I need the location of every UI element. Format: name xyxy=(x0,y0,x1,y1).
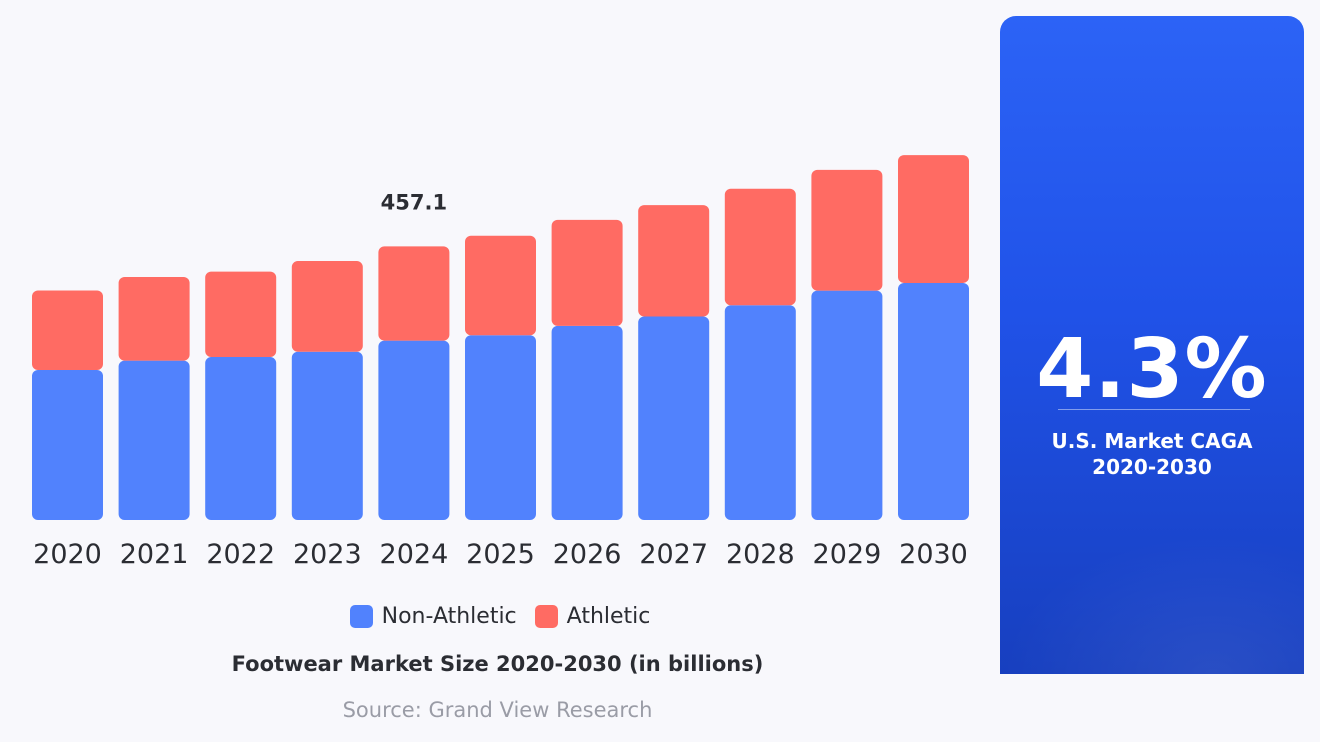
cagr-value: 4.3% xyxy=(1036,322,1268,417)
bar-athletic-2024 xyxy=(378,246,450,341)
x-tick-label-2021: 2021 xyxy=(120,539,189,570)
bar-non-athletic-2022 xyxy=(205,357,277,520)
x-tick-label-2029: 2029 xyxy=(813,539,882,570)
bar-non-athletic-2026 xyxy=(551,325,623,520)
legend-swatch-non-athletic xyxy=(349,605,373,628)
stacked-bar-chart: 2020 2021 2022 2023 2024 2025 2026 2027 2028 2029… xyxy=(32,155,969,570)
cagr-label-line1: U.S. Market CAGA xyxy=(1051,429,1253,453)
bar-non-athletic-2021 xyxy=(118,360,190,520)
legend-label-athletic: Athletic xyxy=(566,604,651,629)
x-tick-label-2020: 2020 xyxy=(33,539,102,570)
cagr-panel: 4.3% U.S. Market CAGA 2020-2030 xyxy=(1000,16,1304,674)
bar-non-athletic-2028 xyxy=(724,305,796,520)
x-tick-label-2028: 2028 xyxy=(726,539,795,570)
chart-title: Footwear Market Size 2020-2030 (in billi… xyxy=(231,652,764,676)
x-tick-label-2022: 2022 xyxy=(206,539,275,570)
legend-label-non-athletic: Non-Athletic xyxy=(381,604,517,629)
x-tick-label-2024: 2024 xyxy=(380,539,449,570)
bar-non-athletic-2027 xyxy=(638,316,710,520)
cagr-label-line2: 2020-2030 xyxy=(1092,455,1212,479)
bar-athletic-2029 xyxy=(811,169,883,291)
bar-non-athletic-2030 xyxy=(898,282,969,520)
x-tick-label-2025: 2025 xyxy=(466,539,535,570)
cagr-label: U.S. Market CAGA 2020-2030 xyxy=(1000,428,1304,480)
x-tick-label-2023: 2023 xyxy=(293,539,362,570)
bar-athletic-2030 xyxy=(898,155,969,283)
chart-source: Source: Grand View Research xyxy=(342,698,653,722)
bar-athletic-2027 xyxy=(638,205,710,317)
bar-athletic-2022 xyxy=(205,271,277,358)
data-label-2024: 457.1 xyxy=(381,190,447,214)
chart-legend: Non-Athletic Athletic xyxy=(0,604,1000,629)
legend-item-athletic: Athletic xyxy=(534,604,651,629)
x-tick-label-2026: 2026 xyxy=(553,539,622,570)
legend-item-non-athletic: Non-Athletic xyxy=(349,604,517,629)
bar-athletic-2023 xyxy=(291,261,363,352)
legend-swatch-athletic xyxy=(534,605,558,628)
bar-athletic-2025 xyxy=(465,235,536,336)
bar-non-athletic-2029 xyxy=(811,290,883,520)
bar-non-athletic-2024 xyxy=(378,340,450,520)
bar-athletic-2026 xyxy=(551,219,623,326)
bar-non-athletic-2025 xyxy=(465,335,536,520)
cagr-divider xyxy=(1058,409,1250,410)
bar-non-athletic-2023 xyxy=(291,351,363,520)
bar-athletic-2021 xyxy=(118,276,190,361)
bar-athletic-2028 xyxy=(724,188,796,306)
x-tick-label-2027: 2027 xyxy=(639,539,708,570)
x-tick-label-2030: 2030 xyxy=(899,539,968,570)
bar-athletic-2020 xyxy=(32,290,103,370)
bar-non-athletic-2020 xyxy=(32,370,103,520)
